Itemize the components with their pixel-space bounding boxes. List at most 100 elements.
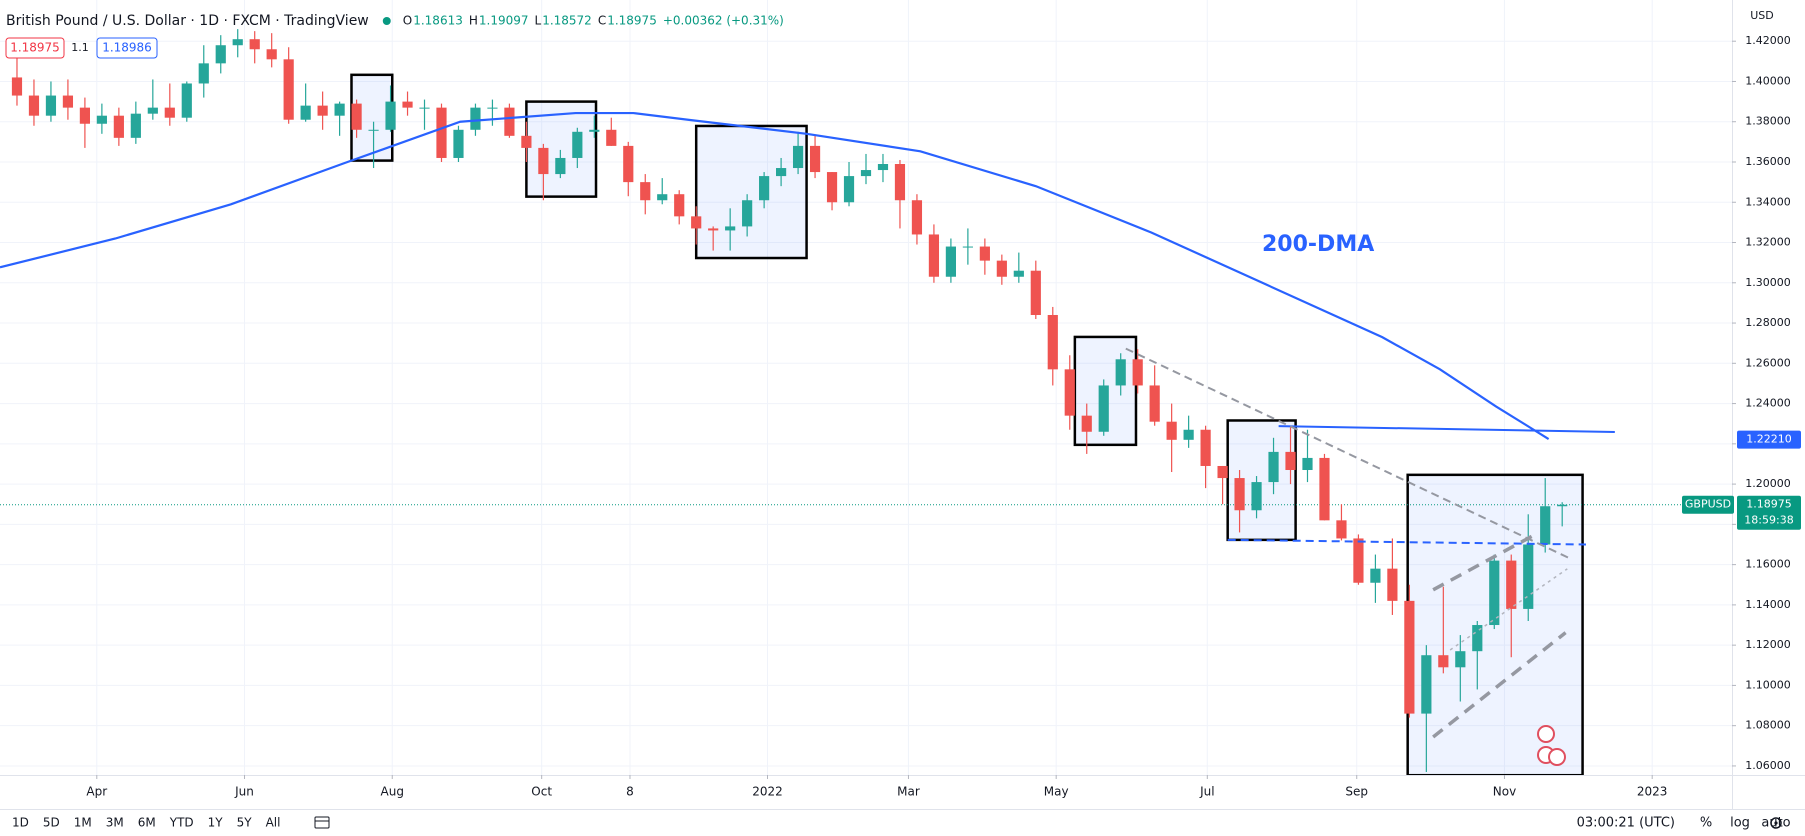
candle-body [1217,465,1228,479]
range-button[interactable]: 1Y [208,816,224,830]
candle-body [657,194,668,201]
candle-body [79,107,90,124]
currency[interactable]: USD [1750,9,1774,22]
sell-price[interactable]: 1.18975 [10,41,60,55]
legend-text: L [535,14,542,28]
annotation: 200-DMA [1262,232,1374,257]
y-tick-label: 1.08000 [1745,719,1791,732]
candle-body [96,115,107,124]
candle-body [776,168,787,177]
y-tick-label: 1.16000 [1745,558,1791,571]
candle-body [826,172,838,203]
legend-text: H [469,14,478,28]
range-button[interactable]: 5Y [237,816,253,830]
legend-text: British Pound / U.S. Dollar · 1D · FXCM … [6,13,369,29]
symbol-label: GBPUSD [1685,498,1731,511]
trend-line [1449,568,1568,651]
range-button[interactable]: 6M [138,816,156,830]
range-button[interactable]: 3M [106,816,124,830]
candle-body [725,226,736,231]
candle-body [1115,359,1126,386]
candle-body [1472,625,1483,652]
y-tick-label: 1.28000 [1745,316,1791,329]
candle-body [504,107,515,136]
candle-body [113,115,124,138]
candle-body [215,45,226,64]
candle-body [1098,385,1109,432]
candle-body [1302,457,1313,471]
candle-body [368,129,379,131]
range-button[interactable]: 1M [74,816,92,830]
candle-body [1523,544,1534,609]
x-tick-label: 8 [626,785,634,799]
range-button[interactable]: YTD [169,816,194,830]
candle-body [1268,451,1279,483]
y-tick-label: 1.38000 [1745,115,1791,128]
scale-button[interactable]: % [1700,816,1712,831]
y-tick-label: 1.30000 [1745,276,1791,289]
candle-body [691,216,702,229]
event-flag[interactable] [1537,725,1555,743]
candle-body [334,103,345,116]
y-tick-label: 1.14000 [1745,598,1791,611]
candle-body [487,107,498,109]
candle-body [419,107,430,109]
candle-body [538,147,549,175]
candle-body [1132,359,1143,386]
buy-button[interactable] [96,37,158,59]
countdown: 18:59:38 [1744,514,1793,527]
event-flag[interactable] [1548,748,1566,766]
candle-body [436,107,447,158]
y-tick-label: 1.40000 [1745,74,1791,87]
candle-body [945,246,956,277]
candle-body [894,164,906,201]
range-button[interactable]: 5D [43,816,60,830]
candle-body [453,129,464,158]
scale-button[interactable]: log [1730,816,1750,831]
buy-price[interactable]: 1.18986 [102,41,152,55]
candle-body [911,200,923,235]
last-price-label: 1.18975 [1746,498,1792,511]
settings-icon[interactable] [1770,817,1782,829]
legend-text: O [403,14,412,28]
last-price-badge [1737,495,1801,530]
candle-body [45,95,57,116]
candle-body [589,129,600,132]
sell-button[interactable] [5,37,65,59]
candle-body [1557,504,1568,507]
candle-body [130,113,141,138]
candle-body [606,129,617,146]
candle-body [623,145,634,183]
y-tick-label: 1.34000 [1745,195,1791,208]
range-button[interactable]: All [266,816,281,830]
legend-text: 1.18975 [607,14,657,28]
candle-body [979,246,990,261]
range-box [525,100,598,198]
legend-text: C [598,14,606,28]
y-tick-label: 1.20000 [1745,477,1791,490]
candle-body [1404,600,1415,714]
grid [0,0,1732,775]
candle-body [809,145,821,173]
candle-body [1234,478,1245,511]
candle-body [1540,506,1551,545]
candle-body [792,145,804,169]
candle-body [1200,429,1211,466]
candle-body [1438,655,1449,668]
x-tick-label: Oct [531,785,552,799]
candle-body [1387,568,1398,601]
candle-body [1183,429,1194,440]
candle-body [164,107,175,118]
candle-body [843,176,855,203]
y-tick-label: 1.36000 [1745,155,1791,168]
range-button[interactable]: 1D [12,816,29,830]
axes: 1.06000 1.08000 1.10000 1.12000 1.14000 1.160… [86,34,1801,799]
date-range-icon[interactable] [314,816,330,829]
range-box [694,124,808,260]
candle-body [1506,560,1517,609]
x-tick-label: Apr [86,785,107,799]
scale-button[interactable]: auto [1761,816,1790,831]
candle-body [1336,520,1347,539]
candle-body [1030,270,1041,315]
candle-body [1353,538,1364,583]
